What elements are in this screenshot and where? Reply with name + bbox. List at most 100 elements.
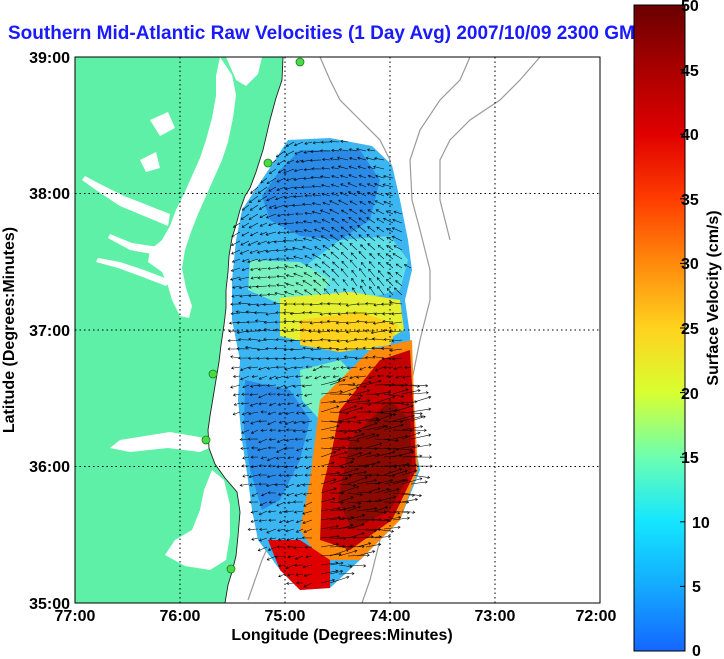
current-vector-arrow (291, 203, 304, 207)
current-vector-arrow (295, 573, 304, 577)
current-vector-arrow (269, 537, 277, 541)
current-vector-arrow (258, 510, 268, 516)
current-vector-arrow (295, 519, 304, 524)
current-vector-arrow (230, 366, 241, 370)
current-vector-arrow (355, 147, 367, 152)
colorbar-label: Surface Velocity (cm/s) (705, 210, 722, 385)
current-vector-arrow (338, 505, 356, 512)
current-vector-arrow (383, 419, 404, 424)
current-vector-arrow (360, 285, 367, 296)
current-vector-arrow (340, 234, 349, 242)
colorbar-tick-label: 50 (681, 0, 699, 15)
current-vector-arrow (367, 365, 376, 369)
current-vector-arrow (401, 469, 418, 476)
current-vector-arrow (267, 275, 277, 279)
current-vector-arrow (267, 491, 277, 495)
current-vector-arrow (258, 402, 268, 406)
current-vectors (227, 139, 433, 588)
y-tick-label: 36:00 (29, 459, 70, 476)
current-vector-arrow (366, 234, 376, 242)
current-vector-arrow (382, 217, 394, 224)
current-vector-arrow (322, 278, 331, 287)
current-vector-arrow (238, 301, 250, 305)
current-vector-arrow (237, 338, 250, 342)
radar-station-marker (208, 369, 218, 379)
current-vector-arrow (240, 213, 250, 220)
current-vector-arrow (320, 447, 341, 452)
current-vector-arrow (258, 366, 268, 371)
current-vector-arrow (295, 411, 304, 415)
current-vector-arrow (329, 561, 344, 566)
current-vector-arrow (314, 246, 322, 251)
current-vector-arrow (239, 249, 250, 255)
current-vector-arrow (275, 248, 286, 252)
current-vector-arrow (257, 240, 268, 245)
current-vector-arrow (285, 564, 295, 570)
current-vector-arrow (320, 478, 337, 485)
current-vector-arrow (295, 212, 304, 216)
current-vector-arrow (267, 411, 277, 416)
current-vector-arrow (248, 213, 259, 220)
current-vector-arrow (236, 347, 250, 351)
current-vector-arrow (381, 346, 394, 351)
current-vector-arrow (239, 437, 250, 442)
current-vector-arrow (331, 148, 340, 153)
current-vector-arrow (268, 258, 277, 262)
colorbar-ticks (680, 4, 685, 652)
current-vector-arrow (286, 537, 295, 542)
current-vector-arrow (348, 165, 358, 170)
current-vector-arrow (339, 242, 349, 251)
current-vector-arrow (289, 312, 304, 316)
current-vector-arrow (295, 537, 304, 541)
current-vector-arrow (340, 139, 349, 143)
current-vector-arrow (393, 245, 403, 251)
current-vector-arrow (364, 337, 376, 341)
current-vector-arrow (319, 312, 331, 316)
current-vector-arrow (302, 202, 313, 206)
current-vector-arrow (348, 174, 358, 179)
current-vector-arrow (248, 474, 259, 479)
current-vector-arrow (365, 379, 382, 386)
map-title: Southern Mid-Atlantic Raw Velocities (1 … (8, 23, 647, 44)
current-vector-arrow (294, 264, 304, 269)
current-vector-arrow (301, 411, 313, 415)
current-vector-arrow (329, 378, 346, 386)
current-vector-arrow (365, 434, 380, 440)
current-vector-arrow (294, 229, 304, 233)
current-vector-arrow (321, 261, 331, 269)
current-vector-arrow (391, 339, 403, 343)
current-vector-arrow (277, 528, 286, 532)
current-vector-arrow (285, 438, 295, 442)
current-vector-arrow (368, 277, 376, 287)
current-vector-arrow (302, 346, 313, 350)
current-vector-arrow (286, 213, 295, 217)
current-vector-arrow (293, 255, 304, 260)
colorbar-tick-label: 15 (681, 450, 699, 467)
current-vector-arrow (278, 573, 286, 578)
current-vector-arrow (276, 438, 286, 443)
current-vector-arrow (367, 243, 376, 251)
current-vector-arrow (274, 555, 286, 559)
current-vector-arrow (242, 456, 250, 460)
current-vector-arrow (368, 375, 376, 380)
map-plot-area (75, 57, 600, 603)
current-vector-arrow (267, 420, 277, 426)
current-vector-arrow (292, 384, 304, 388)
current-vector-arrow (395, 280, 403, 287)
current-vector-arrow (338, 571, 355, 576)
current-vector-arrow (265, 346, 277, 351)
current-vector-arrow (350, 252, 358, 260)
current-vector-arrow (393, 366, 403, 370)
current-vector-arrow (320, 542, 340, 548)
current-vector-arrow (347, 451, 363, 458)
current-vector-arrow (356, 191, 367, 197)
current-vector-arrow (268, 402, 277, 407)
current-vector-arrow (258, 482, 268, 486)
current-vector-arrow (232, 411, 241, 416)
current-vector-arrow (244, 345, 259, 350)
current-vector-arrow (278, 411, 286, 415)
current-vector-arrow (332, 261, 340, 269)
current-vector-arrow (410, 428, 427, 432)
current-vector-arrow (292, 302, 304, 306)
current-vector-arrow (302, 280, 313, 287)
